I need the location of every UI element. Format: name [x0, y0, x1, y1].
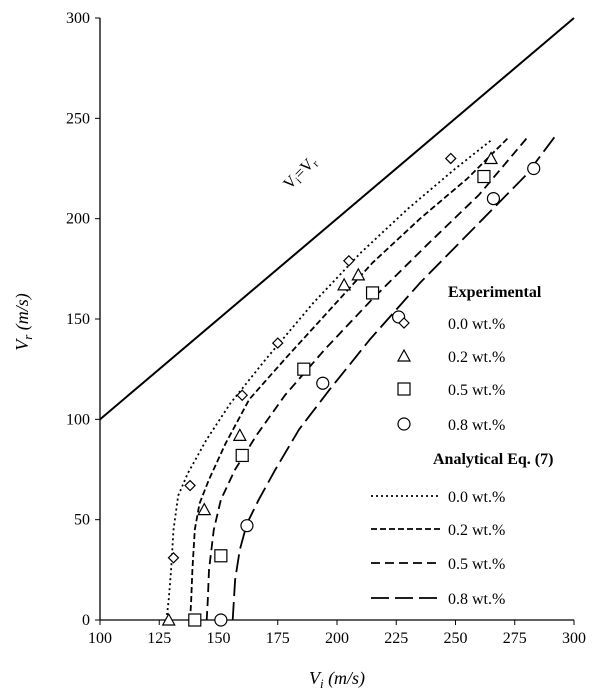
legend-marker-triangle [396, 348, 412, 362]
x-tick-label: 125 [147, 630, 171, 647]
data-point-diamond [167, 551, 180, 564]
data-point-circle [240, 519, 254, 533]
legend-marker-diamond [398, 317, 410, 329]
legend-label: 0.2 wt.% [448, 349, 505, 366]
data-point-circle [527, 161, 541, 176]
y-axis-title: Vr (m/s) [12, 293, 35, 351]
legend-label: 0.8 wt.% [448, 591, 505, 608]
y-tick-label: 300 [66, 10, 90, 27]
y-tick-label: 0 [82, 612, 90, 629]
x-tick-label: 100 [88, 630, 112, 647]
analytical-curve-3 [231, 135, 556, 621]
data-point-square [214, 549, 228, 563]
y-tick-label: 100 [66, 411, 90, 428]
data-point-triangle [197, 502, 212, 516]
data-point-square [477, 169, 491, 184]
y-tick-label: 200 [66, 211, 90, 228]
analytical-curve-1 [189, 137, 509, 621]
data-point-diamond [184, 479, 196, 492]
y-tick-label: 250 [66, 110, 90, 127]
y-tick-label: 150 [66, 311, 90, 328]
data-point-triangle [484, 151, 499, 165]
x-tick-label: 200 [325, 630, 349, 647]
x-tick-label: 250 [444, 630, 468, 647]
x-tick-label: 275 [503, 630, 527, 647]
analytical-curve-2 [205, 137, 528, 621]
data-point-triangle [351, 267, 366, 281]
x-tick-label: 150 [207, 630, 231, 647]
legend-heading-analytical: Analytical Eq. (7) [433, 451, 553, 468]
legend-label: 0.0 wt.% [448, 489, 505, 506]
data-point-circle [316, 376, 330, 390]
reference-line [99, 17, 575, 421]
data-point-diamond [271, 337, 284, 349]
x-axis-title: Vi (m/s) [309, 668, 365, 691]
y-tick-label: 50 [74, 512, 90, 529]
data-point-diamond [444, 152, 457, 165]
reference-line-label: Vi=Vr [280, 153, 321, 194]
plot-area [99, 17, 575, 627]
data-point-triangle [161, 612, 176, 626]
legend-label: 0.5 wt.% [448, 556, 505, 573]
data-point-triangle [232, 428, 247, 441]
legend-label: 0.2 wt.% [448, 522, 505, 539]
legend-marker-circle [397, 417, 411, 431]
analytical-curve-0 [165, 139, 492, 621]
legend-label: 0.5 wt.% [448, 382, 505, 399]
legend-label: 0.8 wt.% [448, 417, 505, 434]
y-axis-ticks: 0 50 100 150 200 250 300 [66, 10, 100, 629]
data-point-diamond [236, 389, 249, 402]
data-point-circle [214, 613, 228, 627]
legend-label: 0.0 wt.% [448, 316, 505, 333]
legend-heading-experimental: Experimental [448, 284, 542, 301]
data-point-square [365, 286, 380, 300]
data-point-triangle [337, 277, 352, 291]
data-point-circle [486, 192, 501, 206]
x-tick-label: 300 [562, 630, 586, 647]
legend: Experimental 0.0 wt.% 0.2 wt.% 0.5 wt.% 0.8 … [371, 284, 553, 608]
legend-marker-square [397, 382, 411, 396]
data-point-square [235, 448, 249, 463]
data-point-square [188, 613, 202, 627]
x-tick-label: 225 [384, 630, 408, 647]
x-axis-ticks: 100 125 150 175 200 225 250 275 300 [88, 620, 586, 647]
data-point-diamond [343, 254, 355, 267]
x-tick-label: 175 [266, 630, 290, 647]
data-point-square [297, 362, 311, 376]
